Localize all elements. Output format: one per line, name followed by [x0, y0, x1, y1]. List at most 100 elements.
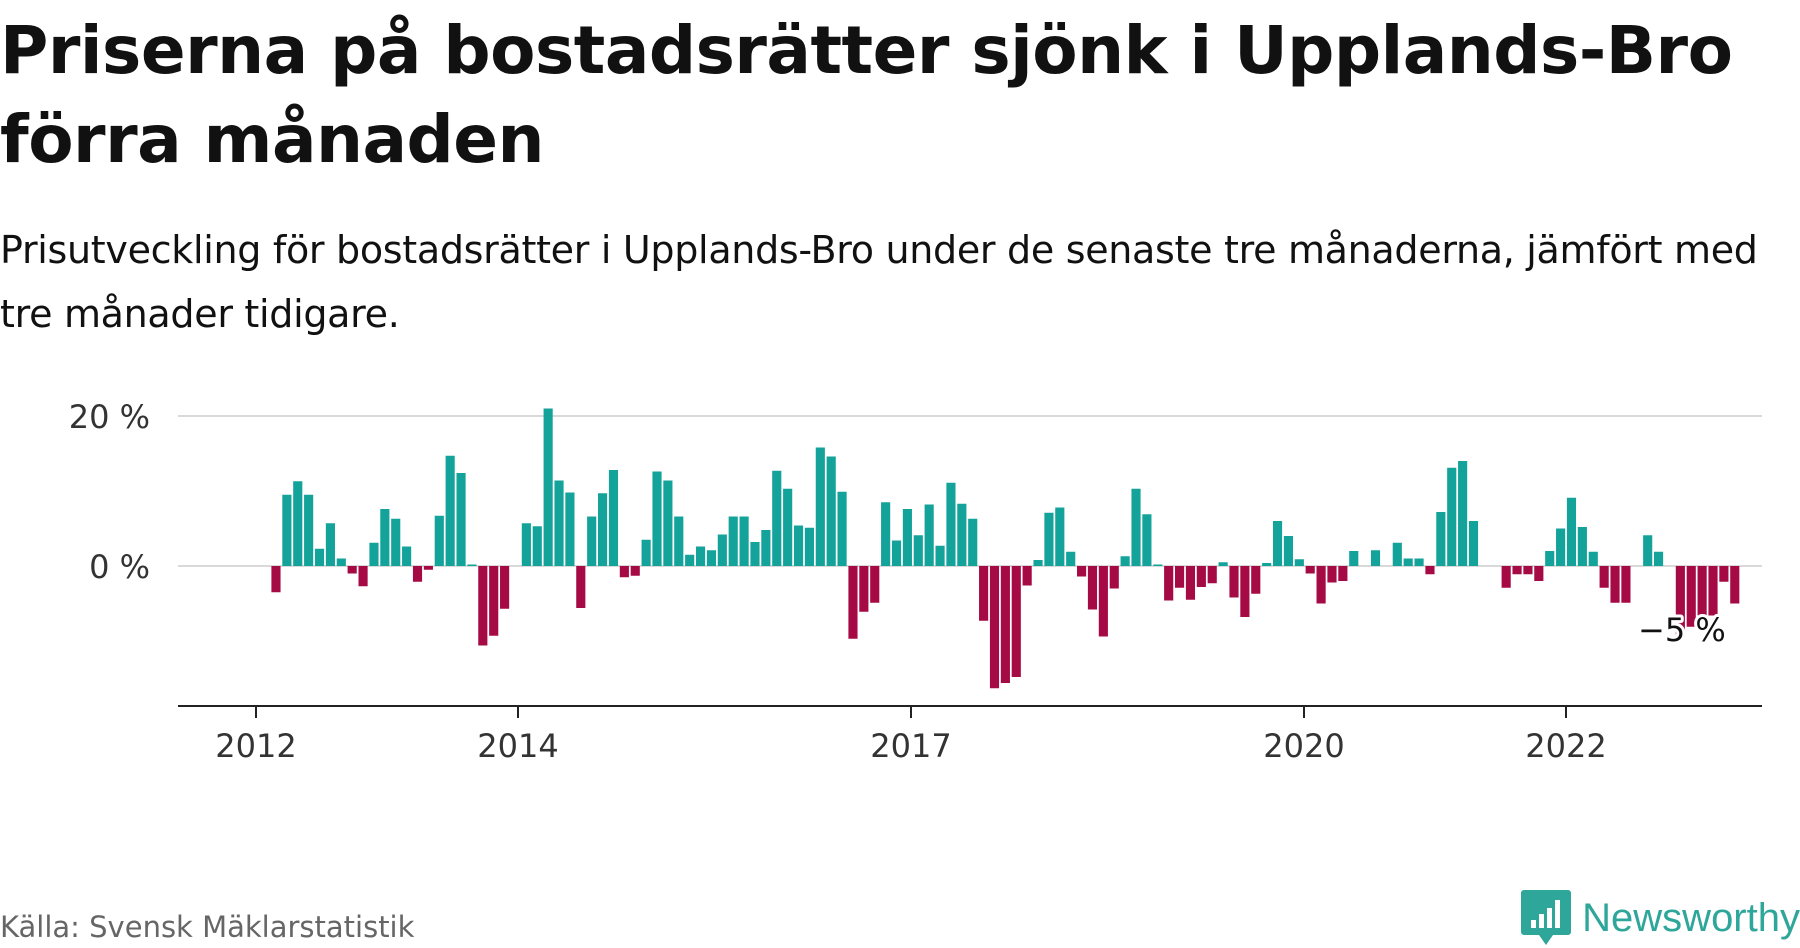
bar-2015-01 [663, 480, 673, 566]
bar-2017-01 [924, 504, 934, 566]
bar-2014-07 [598, 493, 608, 566]
bar-2017-11 [1033, 560, 1043, 566]
bar-2012-01 [271, 566, 281, 593]
bar-2019-09 [1272, 521, 1283, 566]
bar-2021-02 [1458, 461, 1468, 566]
bar-2017-07 [989, 566, 1000, 689]
bar-2012-08 [347, 566, 357, 574]
bar-2020-02 [1327, 566, 1337, 583]
bar-2022-03 [1599, 566, 1609, 588]
bar-2016-10 [891, 540, 902, 566]
bar-2019-02 [1196, 566, 1206, 587]
bar-2013-05 [445, 455, 455, 566]
bar-2020-06 [1370, 550, 1381, 566]
brand-name: Newsworthy [1582, 895, 1800, 940]
bar-2015-11 [772, 470, 782, 566]
bar-2012-07 [336, 558, 346, 566]
bar-2014-06 [587, 516, 597, 566]
bar-2019-07 [1251, 566, 1261, 594]
bar-2014-10 [630, 566, 640, 576]
bar-2018-11 [1164, 566, 1174, 601]
bar-2013-10 [500, 566, 510, 609]
bar-2014-02 [543, 408, 553, 566]
bar-2015-06 [717, 534, 727, 566]
bar-2022-04 [1610, 566, 1620, 603]
bar-2018-01 [1055, 507, 1065, 566]
bar-2023-02 [1719, 566, 1729, 582]
bar-2023-03 [1730, 566, 1740, 604]
bar-2019-08 [1262, 563, 1272, 566]
bar-2021-09 [1534, 566, 1544, 581]
bars-group [271, 408, 1740, 689]
bar-2017-12 [1044, 512, 1054, 566]
bar-2018-06 [1109, 566, 1119, 589]
bar-2022-01 [1577, 527, 1587, 566]
bar-2021-10 [1545, 551, 1555, 566]
bar-2015-05 [706, 550, 717, 566]
bar-2014-11 [641, 539, 651, 566]
bar-2015-02 [674, 516, 684, 566]
newsworthy-logo-icon [1521, 890, 1572, 945]
bar-chart: 0 % 20 % 2012 2014 2017 2020 2022 −5 % [69, 398, 1762, 765]
bar-2019-03 [1207, 566, 1217, 584]
bar-2016-03 [815, 447, 825, 566]
bar-2018-03 [1077, 566, 1087, 577]
bar-2020-09 [1403, 558, 1413, 566]
bar-2019-04 [1218, 562, 1228, 566]
bar-2021-07 [1512, 566, 1522, 575]
bar-2015-10 [761, 530, 771, 566]
bar-2019-01 [1185, 566, 1196, 600]
bar-2015-03 [685, 554, 695, 566]
bar-2018-05 [1098, 566, 1108, 637]
bar-2020-08 [1392, 542, 1402, 566]
bar-2017-09 [1011, 566, 1021, 677]
bar-2021-11 [1556, 528, 1566, 566]
bar-2016-04 [826, 456, 836, 566]
bar-2012-11 [380, 509, 390, 566]
chart-subtitle: Prisutveckling för bostadsrätter i Uppla… [0, 228, 1758, 336]
bar-2019-12 [1305, 566, 1315, 574]
bar-2021-03 [1468, 521, 1479, 566]
brand-logo[interactable]: Newsworthy [1520, 888, 1800, 948]
bar-2012-09 [358, 566, 368, 587]
bar-2020-01 [1316, 566, 1326, 604]
bar-2014-03 [554, 480, 564, 566]
x-tick-label-2022: 2022 [1525, 727, 1606, 765]
bar-2016-09 [881, 502, 891, 566]
bar-2019-05 [1229, 566, 1239, 598]
bar-2012-04 [304, 494, 314, 566]
chart-title: Priserna på bostadsrätter sjönk i Upplan… [0, 12, 1733, 178]
bar-2018-12 [1174, 566, 1185, 588]
bar-2013-03 [423, 566, 433, 570]
bar-2016-08 [870, 566, 880, 603]
last-value-label: −5 % [1638, 611, 1726, 649]
x-tick-label-2012: 2012 [215, 727, 296, 765]
bar-2017-06 [979, 566, 989, 621]
bar-2022-12 [1697, 566, 1707, 627]
bar-2013-07 [467, 564, 477, 566]
bar-2022-02 [1588, 551, 1598, 566]
bar-2020-11 [1425, 566, 1435, 575]
bar-2017-02 [935, 545, 945, 566]
bar-2017-04 [957, 503, 967, 566]
y-tick-label-20: 20 % [69, 398, 150, 436]
bar-2021-12 [1566, 497, 1577, 566]
bar-2021-01 [1447, 467, 1457, 566]
bar-2015-09 [750, 542, 760, 566]
bar-2015-08 [739, 516, 749, 566]
bar-2018-10 [1153, 564, 1163, 566]
bar-2023-01 [1708, 566, 1718, 616]
bar-2022-08 [1654, 551, 1664, 566]
bar-2013-04 [434, 515, 444, 566]
bar-2017-08 [1000, 566, 1010, 683]
x-tick-label-2017: 2017 [870, 727, 951, 765]
bar-2018-02 [1066, 551, 1076, 566]
bar-2021-08 [1523, 566, 1533, 575]
bar-2012-10 [369, 542, 379, 566]
bar-2020-03 [1338, 566, 1348, 581]
bar-2015-07 [728, 516, 738, 566]
bar-2014-09 [619, 566, 629, 578]
bar-2016-11 [902, 509, 912, 566]
bar-2016-07 [859, 566, 869, 612]
bar-2012-05 [314, 548, 325, 566]
